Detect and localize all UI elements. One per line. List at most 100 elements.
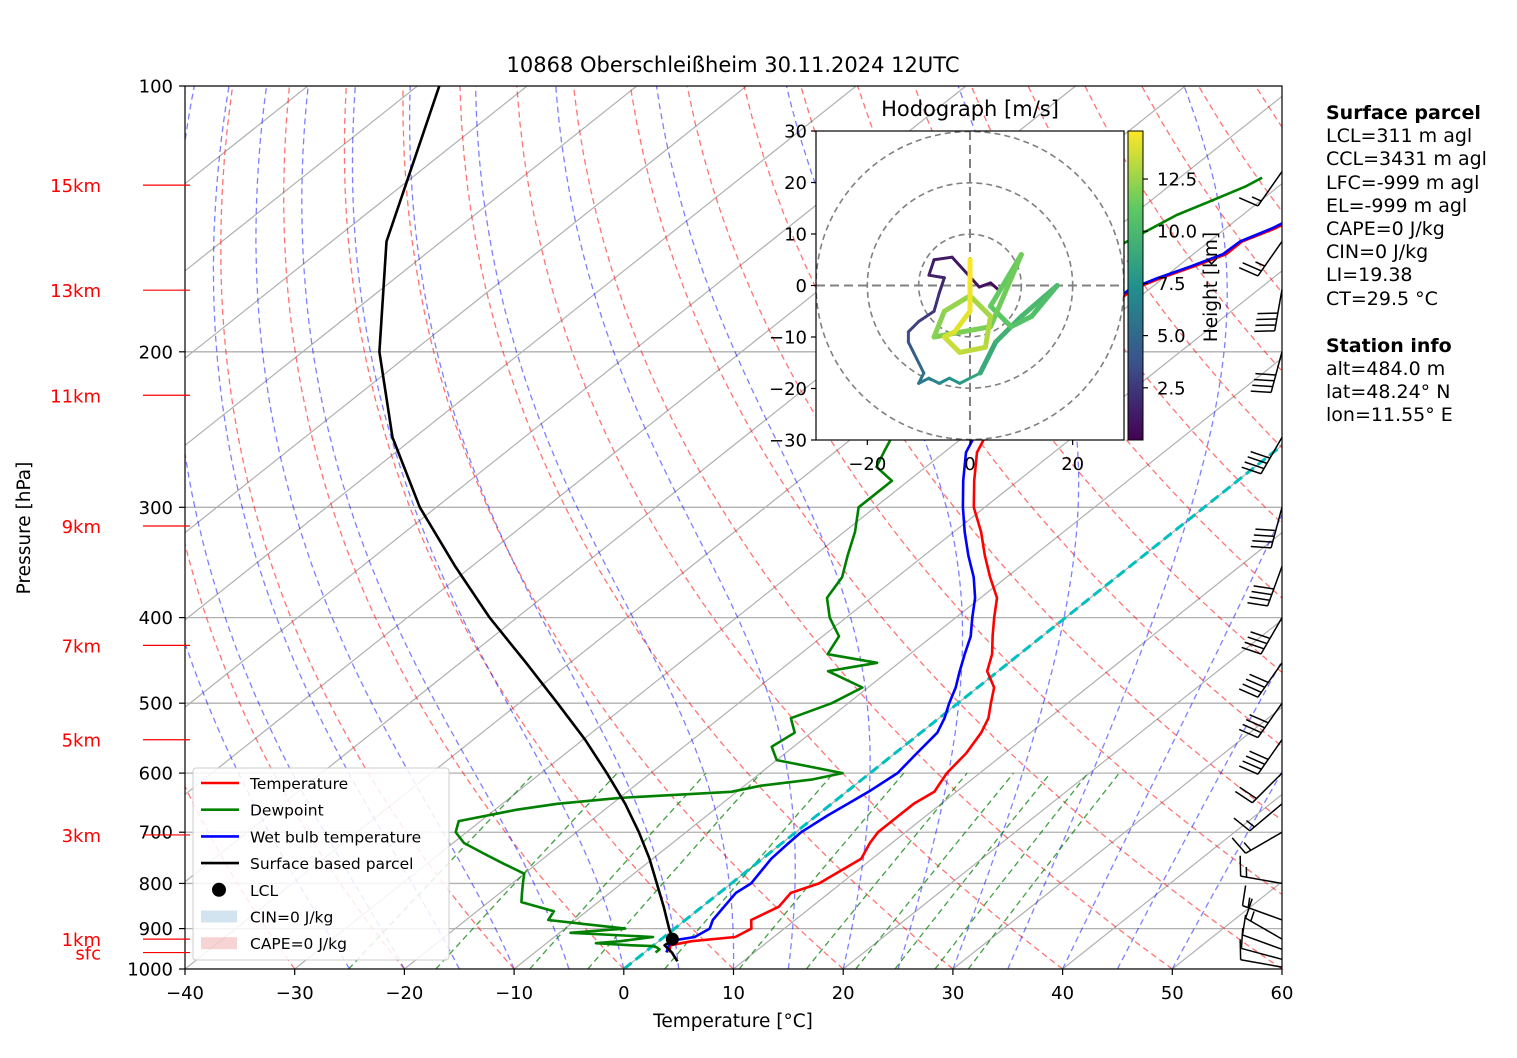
legend-label: Temperature <box>249 775 348 793</box>
wind-barb-flag <box>1248 637 1267 644</box>
surface-parcel-line: LFC=-999 m agl <box>1326 172 1487 195</box>
wind-barb-flag <box>1247 603 1267 606</box>
station-info-header: Station info <box>1326 335 1487 358</box>
wind-barb-staff <box>1271 507 1282 548</box>
hodograph-title: Hodograph [m/s] <box>881 97 1059 121</box>
x-tick-label: 0 <box>618 983 629 1004</box>
height-label: sfc <box>75 944 101 965</box>
y-tick-label: 400 <box>139 608 173 629</box>
wind-barb-flag <box>1251 391 1271 392</box>
legend-label: Surface based parcel <box>250 855 413 873</box>
x-tick-label: 20 <box>832 983 855 1004</box>
wind-barb-half <box>1252 197 1261 201</box>
moist-adiabat <box>410 86 679 969</box>
legend-label: CIN=0 J/kg <box>250 909 333 927</box>
wind-barb <box>1254 289 1282 331</box>
wind-barb-staff <box>1241 876 1282 883</box>
wind-barb-staff <box>1275 289 1282 330</box>
wind-barb <box>1239 663 1282 697</box>
x-tick-label: −30 <box>276 983 314 1004</box>
wind-barb-flag <box>1255 529 1275 530</box>
x-tick-label: 60 <box>1271 983 1294 1004</box>
info-panel: Surface parcel LCL=311 m agl CCL=3431 m … <box>1326 102 1487 428</box>
wind-barb <box>1240 856 1282 884</box>
y-tick-label: 100 <box>139 77 173 98</box>
surface-parcel-line: EL=-999 m agl <box>1326 195 1487 218</box>
moist-adiabat <box>476 86 734 969</box>
wind-barb-flag <box>1254 535 1274 536</box>
wind-barb <box>1251 507 1282 548</box>
wind-barb <box>1246 899 1282 939</box>
lcl-marker <box>666 933 679 946</box>
height-label: 3km <box>62 826 101 847</box>
wind-barb-staff <box>1243 906 1282 920</box>
wind-barb <box>1247 566 1282 605</box>
hodograph-y-tick-label: −20 <box>769 379 807 400</box>
colorbar <box>1128 131 1143 440</box>
mixing-ratio-line <box>935 773 1088 969</box>
height-label: 7km <box>62 636 101 657</box>
surface-parcel-header: Surface parcel <box>1326 102 1487 125</box>
legend-label: CAPE=0 J/kg <box>250 935 347 953</box>
y-axis-label: Pressure [hPa] <box>14 462 35 595</box>
colorbar-label: Height [km] <box>1201 232 1222 342</box>
hodograph-y-tick-label: −10 <box>769 328 807 349</box>
wind-barb-staff <box>1268 566 1282 605</box>
surface-parcel-line: CT=29.5 °C <box>1326 288 1487 311</box>
legend-label: Dewpoint <box>250 802 324 820</box>
station-info-line: lon=11.55° E <box>1326 404 1487 427</box>
colorbar-tick-label: 12.5 <box>1157 170 1197 191</box>
colorbar-tick-label: 10.0 <box>1157 222 1197 243</box>
wind-barb-flag <box>1251 547 1271 548</box>
hodograph-y-tick-label: −30 <box>769 431 807 452</box>
wind-barb <box>1242 618 1282 654</box>
hodograph-y-tick-label: 30 <box>784 122 807 143</box>
legend-swatch <box>212 883 226 897</box>
y-tick-label: 900 <box>139 919 173 940</box>
wind-barb <box>1242 437 1282 473</box>
surface-parcel-line: CIN=0 J/kg <box>1326 241 1487 264</box>
wind-barb-staff <box>1241 960 1282 967</box>
station-info-line: lat=48.24° N <box>1326 381 1487 404</box>
wind-barb <box>1232 832 1282 853</box>
colorbar-tick-label: 7.5 <box>1157 274 1186 295</box>
x-tick-label: 10 <box>722 983 745 1004</box>
height-label: 15km <box>50 176 101 197</box>
wind-barb-staff <box>1258 241 1282 275</box>
hodograph-y-tick-label: 10 <box>784 225 807 246</box>
x-axis-label: Temperature [°C] <box>652 1011 813 1032</box>
chart-title: 10868 Oberschleißheim 30.11.2024 12UTC <box>507 53 960 77</box>
hodograph-y-tick-label: 20 <box>784 173 807 194</box>
wind-barb-staff <box>1243 935 1282 949</box>
x-tick-label: 40 <box>1051 983 1074 1004</box>
wind-barb-staff <box>1271 352 1282 393</box>
y-tick-label: 500 <box>139 694 173 715</box>
surface-parcel-line: LI=19.38 <box>1326 264 1487 287</box>
legend-swatch <box>201 911 237 923</box>
hodograph-y-tick-label: 0 <box>796 276 807 297</box>
station-info-line: alt=484.0 m <box>1326 358 1487 381</box>
legend-label: LCL <box>250 882 278 900</box>
wind-barb-half <box>1246 821 1254 827</box>
moist-adiabat <box>556 86 795 969</box>
height-label: 11km <box>50 386 101 407</box>
wind-barb-flag <box>1242 647 1261 654</box>
surface-parcel-line: CAPE=0 J/kg <box>1326 218 1487 241</box>
y-tick-label: 600 <box>139 764 173 785</box>
wind-barb <box>1251 352 1282 393</box>
mixing-ratio-line <box>436 773 617 969</box>
dry-adiabat <box>403 86 843 969</box>
wind-barb-staff <box>1246 832 1282 853</box>
x-tick-label: −20 <box>385 983 423 1004</box>
wind-barb-flag <box>1251 452 1270 459</box>
surface-parcel-line: LCL=311 m agl <box>1326 125 1487 148</box>
hodograph-x-tick-label: −20 <box>848 454 886 475</box>
x-tick-label: 30 <box>941 983 964 1004</box>
y-tick-label: 200 <box>139 342 173 363</box>
x-tick-label: −10 <box>495 983 533 1004</box>
mixing-ratio-line <box>968 773 1119 969</box>
